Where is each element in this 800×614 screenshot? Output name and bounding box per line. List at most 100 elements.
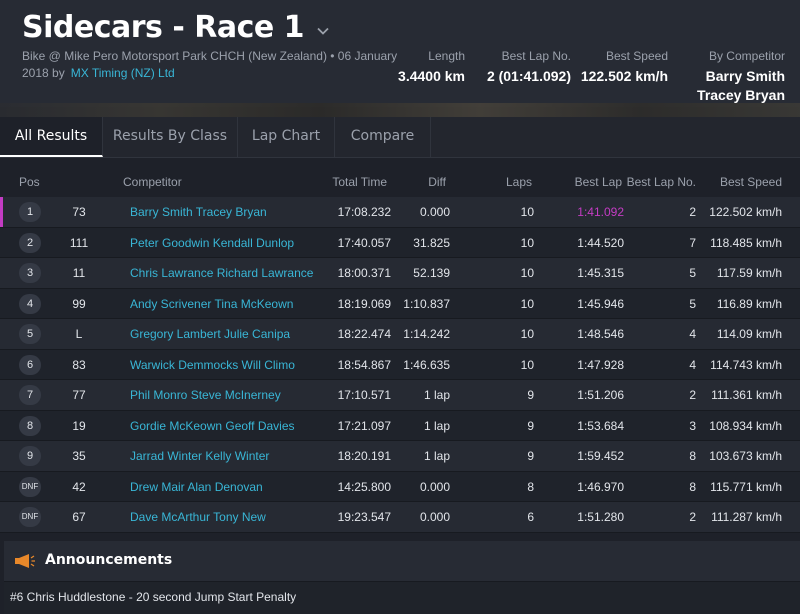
competitor-link[interactable]: Andy Scrivener Tina McKeown <box>130 296 294 311</box>
competitor-link[interactable]: Drew Mair Alan Denovan <box>130 479 263 494</box>
col-diff[interactable]: Diff <box>428 175 446 189</box>
laps: 9 <box>527 418 534 433</box>
best-lap-no: 4 <box>689 357 696 372</box>
total-time: 18:00.371 <box>337 266 391 280</box>
table-row[interactable]: DNF 42 Drew Mair Alan Denovan 14:25.800 0.00… <box>0 471 800 502</box>
col-laps[interactable]: Laps <box>505 175 532 189</box>
best-speed: 115.771 km/h <box>710 479 782 494</box>
total-time: 17:08.232 <box>337 205 391 219</box>
competitor-link[interactable]: Dave McArthur Tony New <box>130 510 266 524</box>
col-pos[interactable]: Pos <box>19 175 40 189</box>
laps: 10 <box>520 235 534 250</box>
stat-value: 2 (01:41.092) <box>486 68 571 84</box>
position-badge: 4 <box>19 293 41 314</box>
tab-results-by-class[interactable]: Results By Class <box>103 117 238 157</box>
best-lap: 1:45.946 <box>577 296 624 311</box>
stat-by-competitor: By Competitor Barry Smith Tracey Bryan <box>670 49 785 105</box>
stat-value: 3.4400 km <box>398 68 465 84</box>
table-row[interactable]: DNF 67 Dave McArthur Tony New 19:23.547 0.00… <box>0 502 800 533</box>
table-row[interactable]: 8 19 Gordie McKeown Geoff Davies 17:21.097 1… <box>0 410 800 441</box>
competitor-link[interactable]: Peter Goodwin Kendall Dunlop <box>130 235 295 250</box>
stat-label: Length <box>428 49 465 63</box>
laps: 10 <box>520 266 534 280</box>
competitor-link[interactable]: Phil Monro Steve McInerney <box>130 388 281 402</box>
title-row[interactable]: Sidecars - Race 1 <box>22 10 330 45</box>
stat-best-speed: Best Speed 122.502 km/h <box>581 49 668 86</box>
position-badge: 6 <box>19 354 41 375</box>
megaphone-icon <box>15 554 35 568</box>
stat-value: 122.502 km/h <box>580 68 668 84</box>
timing-provider-link[interactable]: MX Timing (NZ) Ltd <box>70 66 175 80</box>
table-row[interactable]: 9 35 Jarrad Winter Kelly Winter 18:20.191 1 … <box>0 441 800 472</box>
competitor-link[interactable]: Jarrad Winter Kelly Winter <box>130 449 270 463</box>
best-speed: 114.09 km/h <box>716 327 782 341</box>
best-lap: 1:47.928 <box>577 357 624 372</box>
col-competitor[interactable]: Competitor <box>123 175 182 189</box>
best-lap: 1:51.280 <box>577 510 624 524</box>
competitor-link[interactable]: Warwick Demmocks Will Climo <box>130 357 295 372</box>
laps: 10 <box>520 357 534 372</box>
best-lap: 1:53.684 <box>577 418 624 433</box>
table-row[interactable]: 6 83 Warwick Demmocks Will Climo 18:54.867 1… <box>0 349 800 380</box>
car-number: 83 <box>72 357 86 372</box>
total-time: 18:20.191 <box>337 449 391 463</box>
best-lap-no: 2 <box>689 388 696 402</box>
total-time: 18:19.069 <box>337 296 391 311</box>
best-lap-no: 8 <box>689 449 696 463</box>
announcements-header: Announcements <box>4 541 800 582</box>
best-speed: 117.59 km/h <box>716 266 782 280</box>
best-speed: 103.673 km/h <box>709 449 782 463</box>
announcements-title: Announcements <box>45 552 173 568</box>
total-time: 17:21.097 <box>337 418 391 433</box>
col-best-lap[interactable]: Best Lap <box>574 175 622 189</box>
table-row[interactable]: 3 11 Chris Lawrance Richard Lawrance 18:00.… <box>0 258 800 289</box>
header-banner-strip <box>0 103 800 117</box>
best-speed: 111.287 km/h <box>711 510 782 524</box>
col-best-speed[interactable]: Best Speed <box>719 175 782 189</box>
page-title: Sidecars - Race 1 <box>22 10 305 45</box>
diff: 1:14.242 <box>403 327 450 341</box>
chevron-down-icon[interactable] <box>316 24 330 38</box>
best-speed: 108.934 km/h <box>709 418 782 433</box>
col-total-time[interactable]: Total Time <box>332 175 387 189</box>
best-speed: 118.485 km/h <box>710 235 782 250</box>
car-number: 99 <box>72 296 86 311</box>
car-number: 77 <box>72 388 86 402</box>
tab-lap-chart[interactable]: Lap Chart <box>238 117 335 157</box>
results-table-header: Pos Competitor Total Time Diff Laps Best… <box>0 168 800 194</box>
total-time: 19:23.547 <box>337 510 391 524</box>
car-number: 111 <box>69 235 89 250</box>
stat-value: Barry Smith Tracey Bryan <box>697 68 785 103</box>
stat-label: Best Speed <box>605 49 668 63</box>
competitor-link[interactable]: Chris Lawrance Richard Lawrance <box>130 266 314 280</box>
best-lap: 1:41.092 <box>577 205 624 219</box>
table-row[interactable]: 4 99 Andy Scrivener Tina McKeown 18:19.069 1… <box>0 288 800 319</box>
competitor-link[interactable]: Gordie McKeown Geoff Davies <box>130 418 295 433</box>
diff: 0.000 <box>419 479 450 494</box>
competitor-link[interactable]: Barry Smith Tracey Bryan <box>130 205 267 219</box>
car-number: 67 <box>72 510 86 524</box>
announcements-panel: Announcements #6 Chris Huddlestone - 20 … <box>4 541 800 614</box>
table-row[interactable]: 7 77 Phil Monro Steve McInerney 17:10.571 1 … <box>0 380 800 411</box>
car-number: L <box>75 327 83 341</box>
competitor-link[interactable]: Gregory Lambert Julie Canipa <box>130 327 291 341</box>
best-lap-no: 3 <box>689 418 696 433</box>
laps: 10 <box>520 296 534 311</box>
col-best-lap-no[interactable]: Best Lap No. <box>626 175 696 189</box>
event-description: Bike @ Mike Pero Motorsport Park CHCH (N… <box>22 49 398 80</box>
best-lap-no: 2 <box>689 510 696 524</box>
position-badge: 9 <box>19 446 41 466</box>
table-row[interactable]: 1 73 Barry Smith Tracey Bryan 17:08.232 0.00… <box>0 197 800 228</box>
total-time: 17:10.571 <box>337 388 391 402</box>
position-badge: 8 <box>19 415 41 436</box>
table-row[interactable]: 2 111 Peter Goodwin Kendall Dunlop 17:40.05… <box>0 227 800 258</box>
best-lap-no: 5 <box>689 296 696 311</box>
car-number: 42 <box>72 479 86 494</box>
position-badge: DNF <box>19 476 41 497</box>
stat-length: Length 3.4400 km <box>398 49 465 86</box>
table-row[interactable]: 5 L Gregory Lambert Julie Canipa 18:22.474 1… <box>0 319 800 350</box>
total-time: 14:25.800 <box>337 479 391 494</box>
diff: 1:10.837 <box>403 296 450 311</box>
tab-all-results[interactable]: All Results <box>0 117 103 157</box>
tab-compare[interactable]: Compare <box>335 117 431 157</box>
